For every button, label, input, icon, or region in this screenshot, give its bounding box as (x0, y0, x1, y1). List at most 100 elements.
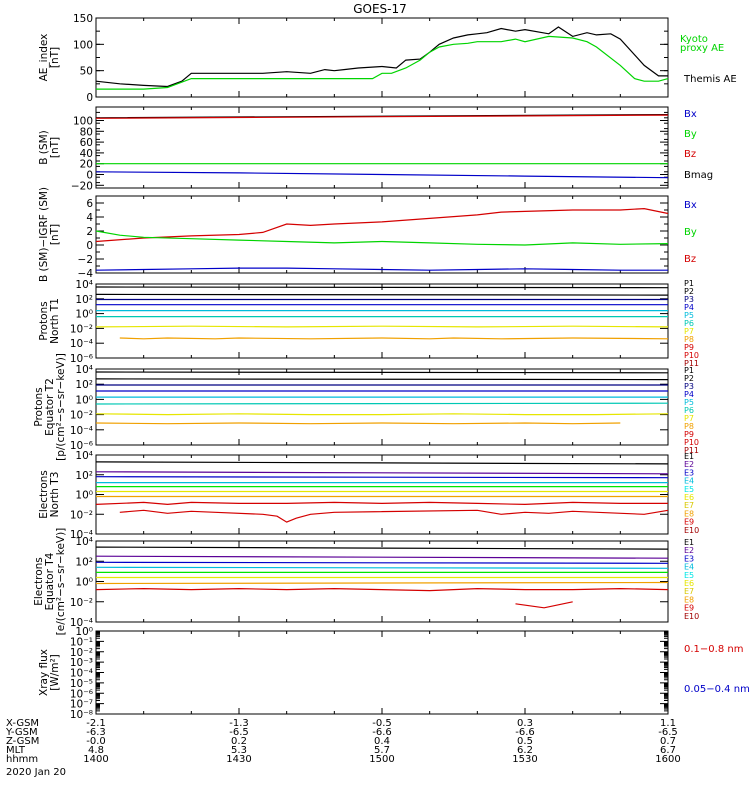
y-tick-label: 20 (80, 159, 93, 171)
legend-entry: P11 (684, 359, 699, 368)
y-axis-label: North T3 (49, 472, 61, 518)
y-axis-label: B (SM) (38, 130, 50, 164)
legend-entry: P10 (684, 351, 699, 360)
series-line-e9 (515, 601, 573, 609)
footer-cell: -0.5 (372, 718, 392, 729)
series-line-kyoto-proxy-ae (96, 35, 669, 90)
footer-cell: 0.5 (517, 736, 533, 747)
legend-entry: P1 (684, 366, 694, 375)
legend-entry: P6 (684, 319, 694, 328)
footer-cell: 1430 (226, 754, 251, 765)
y-tick-label: 0 (86, 170, 93, 182)
y-tick-label: 10² (75, 470, 93, 482)
footer-cell: 1400 (83, 754, 108, 765)
y-tick-label: 10² (75, 294, 93, 306)
footer-date: 2020 Jan 20 (6, 767, 66, 778)
panel-5: 10⁴ 10² 10⁰ 10⁻² 10⁻⁴ 10⁻⁶ Protons Equator T2 [p… (33, 353, 699, 461)
series-line-p2 (95, 378, 669, 381)
y-tick-label: 80 (80, 126, 93, 138)
footer-cell: -0.0 (86, 736, 106, 747)
series-line-e3 (95, 561, 669, 564)
legend-entry: E10 (684, 526, 699, 535)
series-line-e1 (95, 461, 669, 465)
legend-entry: E7 (684, 587, 694, 596)
series-line-p8 (119, 337, 669, 340)
footer-cell: -2.1 (86, 718, 106, 729)
series-line-p7 (95, 413, 669, 416)
legend-entry: P6 (684, 406, 694, 415)
y-tick-label: 10⁻⁵ (70, 678, 93, 690)
series-line-p7 (95, 325, 669, 328)
legend-entry: E6 (684, 493, 694, 502)
legend-entry: P2 (684, 287, 694, 296)
legend-entry: E9 (684, 518, 694, 527)
legend-entry: E2 (684, 460, 694, 469)
legend-entry: P1 (684, 279, 694, 288)
y-tick-label: 10⁻² (70, 323, 93, 335)
footer-cell: 1530 (512, 754, 537, 765)
y-axis-label: Protons (38, 301, 50, 340)
y-axis-label: [nT] (49, 224, 61, 245)
series-line-e8 (95, 587, 669, 592)
y-axis-label: Equator T4 (44, 552, 56, 610)
series-line-e4 (95, 566, 669, 569)
y-tick-label: 100 (73, 116, 93, 128)
y-tick-label: 40 (80, 148, 93, 160)
footer-cell: 0.2 (231, 736, 247, 747)
y-axis-label: Equator T2 (44, 378, 56, 436)
footer-cell: 0.7 (660, 736, 676, 747)
y-tick-label: 10⁰ (75, 394, 93, 406)
y-tick-label: 10² (75, 556, 93, 568)
legend-entry: P9 (684, 430, 694, 439)
legend-entry: Kyoto (680, 34, 708, 45)
y-tick-label: 10² (75, 379, 93, 391)
y-tick-label: 150 (73, 13, 93, 25)
y-tick-label: 6 (86, 198, 93, 210)
legend-entry: P7 (684, 327, 694, 336)
series-line-e1 (95, 546, 669, 550)
legend-entry: P8 (684, 422, 694, 431)
y-tick-label: 10⁰ (75, 490, 93, 502)
footer-cell: 6.2 (517, 745, 533, 756)
footer-cell: 5.3 (231, 745, 247, 756)
y-axis-label: North T1 (49, 298, 61, 344)
series-line-bz (95, 207, 669, 243)
legend-entry: E10 (684, 612, 699, 621)
legend-entry: Bx (684, 109, 697, 120)
y-tick-label: 10⁻³ (70, 657, 93, 669)
series-line-by (95, 230, 669, 246)
legend-entry: E4 (684, 477, 694, 486)
panel-3: −4 −2 0 2 4 6 B (SM)−IGRF (SM) [nT] Bx By Bz (38, 187, 697, 282)
y-tick-label: 10⁻² (70, 597, 93, 609)
footer-cell: -6.6 (372, 727, 392, 738)
footer-row-label: hhmm (6, 754, 38, 765)
y-axis-label: AE_index (38, 34, 50, 82)
series-line-e7 (95, 581, 669, 585)
legend-entry: E1 (684, 452, 694, 461)
y-tick-label: 10⁻⁴ (70, 425, 93, 437)
y-tick-label: 10⁻⁴ (70, 668, 93, 680)
legend-entry: Bz (684, 149, 696, 160)
legend-entry: E3 (684, 554, 694, 563)
panel-frame (95, 106, 669, 189)
series-line-bz (95, 114, 669, 119)
series-line-p6 (95, 402, 669, 405)
y-tick-label: 0 (86, 92, 93, 104)
footer-cell: -6.5 (658, 727, 678, 738)
footer-cell: 0.4 (374, 736, 390, 747)
legend-entry: P9 (684, 343, 694, 352)
footer-row-label: X-GSM (6, 718, 39, 729)
series-line-bx (95, 171, 669, 179)
footer-cell: 5.7 (374, 745, 390, 756)
panel-frame (95, 454, 669, 535)
series-line-p8 (95, 422, 621, 425)
legend-entry: Bz (684, 254, 696, 265)
panel-frame (95, 368, 669, 446)
footer-cell: -6.5 (229, 727, 249, 738)
legend-entry: P8 (684, 335, 694, 344)
panel-7: 10⁴ 10² 10⁰ 10⁻² 10⁻⁴ Electrons Equator T4 [e/(… (33, 528, 699, 636)
legend-entry: P11 (684, 446, 699, 455)
